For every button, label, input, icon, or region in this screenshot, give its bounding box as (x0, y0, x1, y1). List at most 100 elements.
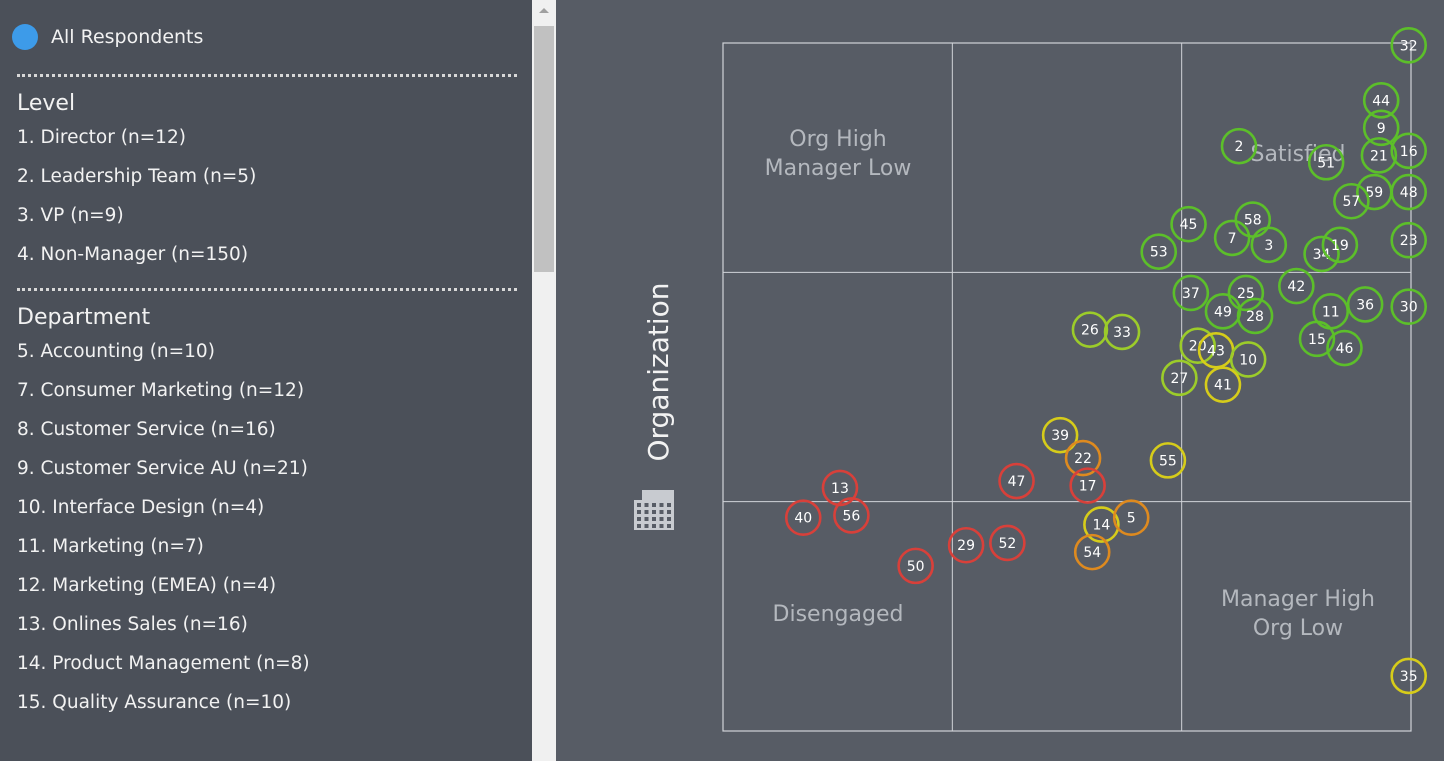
point-label: 37 (1182, 286, 1200, 302)
quadrant-label: Org Low (1253, 616, 1343, 641)
point-label: 15 (1308, 332, 1326, 348)
point-label: 44 (1372, 93, 1390, 109)
icon-window (637, 503, 641, 507)
point (784, 499, 822, 537)
separator (17, 288, 517, 291)
point-label: 22 (1074, 451, 1092, 467)
point-label: 35 (1400, 669, 1418, 685)
point (1083, 506, 1120, 543)
point (1071, 311, 1109, 348)
filter-item[interactable]: 10. Interface Design (n=4) (17, 497, 265, 518)
point-label: 54 (1083, 545, 1101, 561)
icon-window (644, 524, 649, 528)
all-respondents-label: All Respondents (51, 26, 204, 48)
point-label: 14 (1092, 518, 1110, 534)
filter-item[interactable]: 2. Leadership Team (n=5) (17, 166, 257, 187)
point-label: 28 (1246, 309, 1264, 325)
quadrant-label: Manager High (1221, 587, 1375, 612)
point-label: 42 (1287, 279, 1305, 295)
icon-window (644, 517, 649, 521)
point-label: 19 (1331, 238, 1349, 254)
point (1390, 288, 1428, 326)
point-label: 56 (843, 508, 861, 524)
point-label: 41 (1214, 378, 1232, 394)
icon-window (659, 524, 664, 528)
separator (17, 74, 517, 77)
y-axis-label: Organization (642, 282, 675, 461)
icon-window (652, 503, 656, 507)
filter-item[interactable]: 5. Accounting (n=10) (17, 341, 215, 362)
point-label: 13 (831, 481, 849, 497)
point-label: 20 (1189, 339, 1207, 355)
point-label: 34 (1313, 247, 1331, 263)
icon-window (637, 524, 641, 528)
icon-window (659, 510, 664, 514)
point-label: 9 (1377, 121, 1386, 137)
point (1390, 132, 1428, 170)
point (1112, 499, 1150, 537)
point (1149, 442, 1187, 479)
all-respondents[interactable]: All Respondents (12, 24, 203, 50)
filter-item[interactable]: 3. VP (n=9) (17, 205, 124, 226)
plot-frame (722, 42, 1412, 732)
point (1229, 341, 1267, 378)
section: Level 1. Director (n=12) 2. Leadership Tea… (17, 74, 517, 282)
point-label: 57 (1342, 194, 1360, 210)
filter-item[interactable]: 9. Customer Service AU (n=21) (17, 458, 308, 479)
point-label: 59 (1365, 185, 1383, 201)
filter-item[interactable]: 15. Quality Assurance (n=10) (17, 692, 292, 713)
point-label: 52 (998, 536, 1016, 552)
point-label: 2 (1235, 139, 1244, 155)
point (1303, 235, 1340, 273)
icon-window (667, 517, 671, 521)
point-label: 51 (1317, 155, 1335, 171)
filter-item[interactable]: 4. Non-Manager (n=150) (17, 244, 249, 265)
scrollbar[interactable] (532, 0, 556, 761)
icon-window (667, 510, 671, 514)
point-label: 39 (1051, 428, 1069, 444)
icon-window (659, 503, 664, 507)
point-label: 33 (1113, 325, 1131, 341)
point (1360, 137, 1398, 174)
point (1326, 329, 1363, 367)
point (947, 526, 985, 564)
point (1170, 205, 1207, 243)
point (1390, 657, 1428, 695)
point (1236, 297, 1274, 335)
point-label: 17 (1079, 479, 1097, 495)
section-title: Level (17, 91, 76, 116)
filter-item[interactable]: 11. Marketing (n=7) (17, 536, 204, 557)
point (1307, 143, 1345, 181)
quadrant-label: Manager Low (765, 156, 912, 181)
filter-item[interactable]: 14. Product Management (n=8) (17, 653, 310, 674)
scroll-arrow[interactable] (539, 8, 549, 13)
building-icon (634, 490, 674, 530)
sidebar: All Respondents Level 1. Director (n=12) 2… (0, 0, 532, 761)
point-label: 16 (1400, 144, 1418, 160)
point-label: 43 (1207, 343, 1225, 359)
point-label: 46 (1336, 341, 1354, 357)
point (1227, 274, 1265, 312)
point (1220, 127, 1258, 165)
point (1346, 286, 1384, 323)
section-title: Department (17, 305, 151, 330)
icon-window (652, 517, 656, 521)
filter-item[interactable]: 8. Customer Service (n=16) (17, 419, 276, 440)
point (1064, 439, 1102, 477)
point (1213, 219, 1251, 257)
point (1073, 533, 1111, 571)
point-label: 55 (1159, 453, 1177, 469)
point-label: 23 (1400, 233, 1418, 249)
point-label: 48 (1400, 185, 1418, 201)
scroll-thumb[interactable] (534, 26, 554, 272)
icon-window (652, 524, 656, 528)
point-label: 5 (1127, 511, 1136, 527)
filter-item[interactable]: 7. Consumer Marketing (n=12) (17, 380, 305, 401)
point-label: 11 (1322, 304, 1340, 320)
filter-item[interactable]: 1. Director (n=12) (17, 127, 186, 148)
point (1140, 233, 1178, 270)
filter-item[interactable]: 13. Onlines Sales (n=16) (17, 614, 248, 635)
point (1250, 226, 1288, 264)
filter-item[interactable]: 12. Marketing (EMEA) (n=4) (17, 575, 277, 596)
quadrant-label: Disengaged (773, 602, 904, 627)
